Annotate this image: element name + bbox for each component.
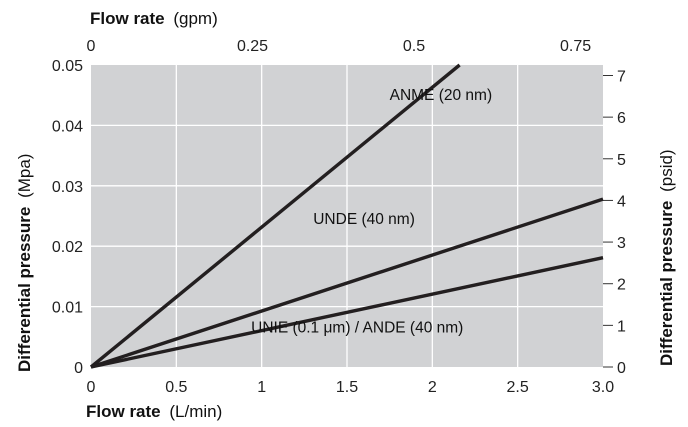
y-left-tick-label: 0.02 xyxy=(52,239,83,256)
x-bottom-tick-label: 2 xyxy=(428,379,437,396)
x-bottom-tick-label: 3.0 xyxy=(592,379,614,396)
y-left-tick-label: 0.01 xyxy=(52,300,83,317)
x-bottom-tick-label: 1 xyxy=(257,379,266,396)
series-label: UNDE (40 nm) xyxy=(313,211,415,228)
y-left-tick-label: 0.05 xyxy=(52,58,83,75)
y-left-axis-title: Differential pressure (Mpa) xyxy=(15,154,34,372)
series-lines xyxy=(89,63,604,369)
tick-marks xyxy=(603,74,613,368)
y-right-tick-label: 3 xyxy=(617,235,626,252)
x-bottom-tick-label: 1.5 xyxy=(336,379,358,396)
y-left-tick-label: 0 xyxy=(74,360,83,377)
y-right-tick-label: 2 xyxy=(617,277,626,294)
x-top-tick-label: 0.5 xyxy=(403,38,425,55)
series-line xyxy=(90,256,604,369)
tick-labels: 0 0.5 1 1.5 2 2.5 3.000.010.020.030.040.050 0.2… xyxy=(52,38,626,396)
x-top-tick-label: 0.25 xyxy=(237,38,268,55)
series-line xyxy=(90,197,604,369)
y-right-tick-label: 5 xyxy=(617,152,626,169)
x-top-axis-title: Flow rate (gpm) xyxy=(90,9,218,28)
y-right-tick-label: 6 xyxy=(617,110,626,127)
x-top-tick-label: 0.75 xyxy=(560,38,591,55)
y-left-tick-label: 0.04 xyxy=(52,118,83,135)
y-right-tick-label: 4 xyxy=(617,193,626,210)
gridlines xyxy=(91,65,603,367)
series-label: ANME (20 nm) xyxy=(390,87,493,104)
y-right-tick-label: 1 xyxy=(617,318,626,335)
series-line xyxy=(89,63,461,369)
y-right-tick-label: 0 xyxy=(617,360,626,377)
x-bottom-tick-label: 0 xyxy=(87,379,96,396)
x-bottom-tick-label: 2.5 xyxy=(507,379,529,396)
x-bottom-axis-title: Flow rate (L/min) xyxy=(86,402,222,421)
series-label: UNIE (0.1 μm) / ANDE (40 nm) xyxy=(251,320,463,337)
y-left-tick-label: 0.03 xyxy=(52,179,83,196)
y-right-axis-title: Differential pressure (psid) xyxy=(657,149,676,366)
x-top-tick-label: 0 xyxy=(87,38,96,55)
series-labels: ANME (20 nm) UNDE (40 nm) UNIE (0.1 μm) / … xyxy=(251,87,492,337)
y-right-tick-label: 7 xyxy=(617,68,626,85)
x-bottom-tick-label: 0.5 xyxy=(165,379,187,396)
